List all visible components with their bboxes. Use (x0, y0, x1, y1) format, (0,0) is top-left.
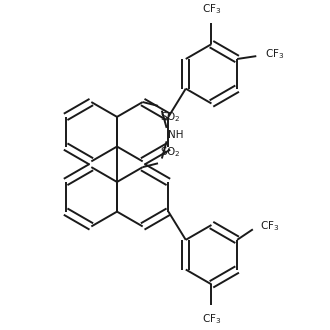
Text: CF$_3$: CF$_3$ (202, 3, 221, 16)
Text: CF$_3$: CF$_3$ (202, 312, 221, 326)
Text: SO$_2$: SO$_2$ (160, 146, 181, 159)
Text: SO$_2$: SO$_2$ (160, 110, 181, 123)
Text: CF$_3$: CF$_3$ (259, 219, 279, 233)
Text: NH: NH (168, 130, 183, 140)
Text: CF$_3$: CF$_3$ (265, 47, 284, 61)
